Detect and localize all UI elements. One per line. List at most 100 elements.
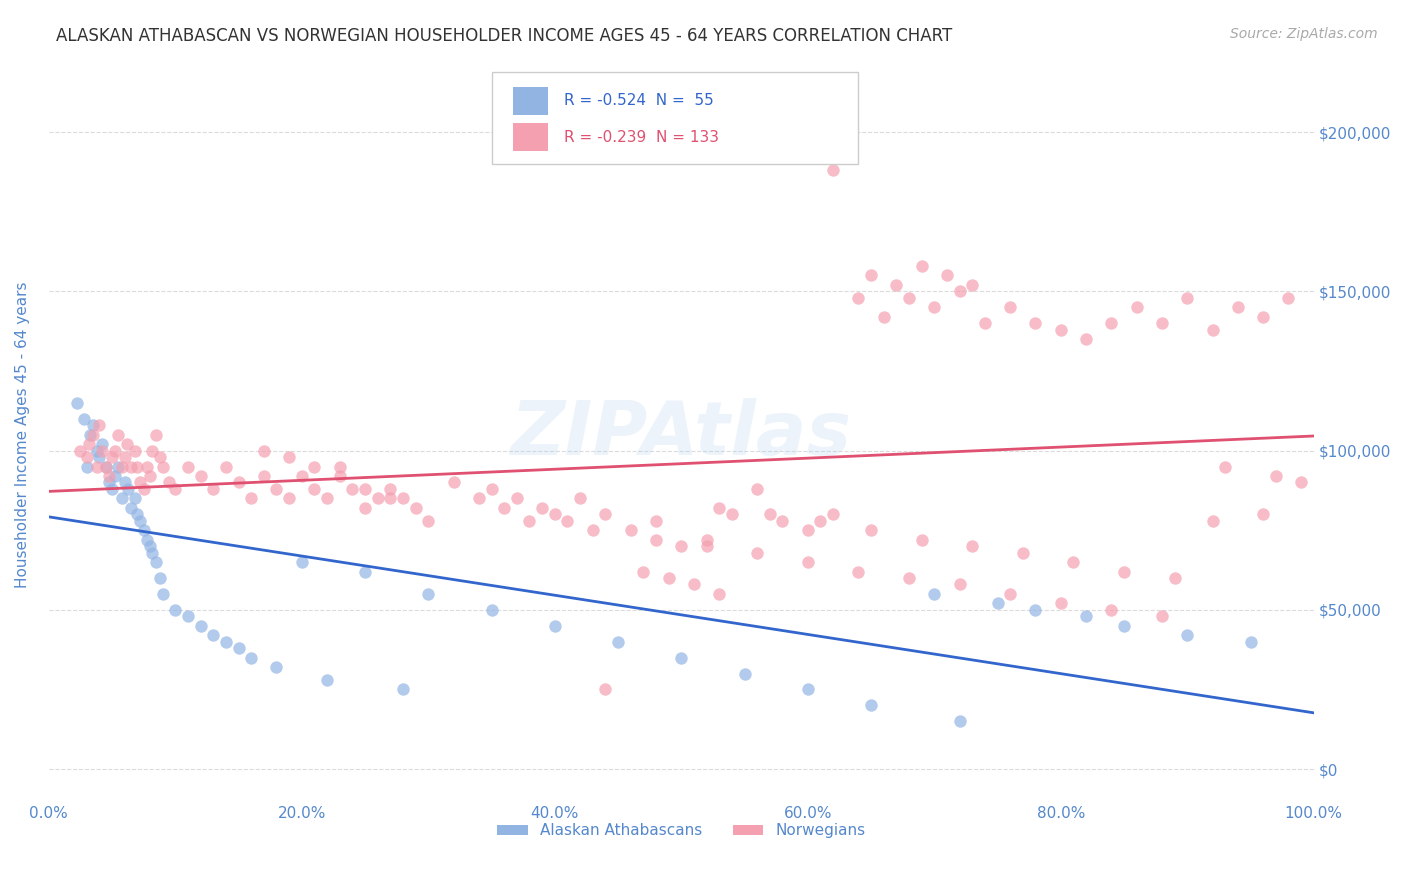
Point: [859, 698, 882, 713]
Point: [367, 491, 389, 506]
Point: [139, 539, 162, 553]
Point: [278, 450, 301, 464]
Point: [1049, 597, 1071, 611]
Point: [304, 459, 326, 474]
Point: [759, 508, 782, 522]
Text: R = -0.524  N =  55: R = -0.524 N = 55: [564, 94, 713, 108]
Point: [481, 603, 503, 617]
Text: ZIPAtlas: ZIPAtlas: [510, 398, 852, 471]
Point: [117, 482, 139, 496]
Point: [392, 682, 415, 697]
Point: [846, 565, 869, 579]
Point: [120, 459, 142, 474]
Point: [278, 491, 301, 506]
Point: [709, 587, 731, 601]
Text: Source: ZipAtlas.com: Source: ZipAtlas.com: [1230, 27, 1378, 41]
Point: [240, 491, 263, 506]
Point: [872, 310, 894, 324]
Point: [998, 301, 1021, 315]
Point: [266, 660, 288, 674]
Point: [215, 459, 238, 474]
Point: [772, 514, 794, 528]
Point: [165, 603, 187, 617]
Point: [557, 514, 579, 528]
Point: [128, 475, 150, 490]
Point: [859, 268, 882, 283]
Point: [721, 508, 744, 522]
Point: [316, 491, 339, 506]
Point: [948, 577, 970, 591]
Point: [124, 443, 146, 458]
Point: [935, 268, 957, 283]
Point: [94, 459, 117, 474]
Point: [846, 291, 869, 305]
Point: [165, 482, 187, 496]
Point: [1251, 310, 1274, 324]
Bar: [513, 123, 548, 152]
Point: [316, 673, 339, 687]
Point: [1163, 571, 1185, 585]
Point: [443, 475, 465, 490]
Point: [177, 459, 200, 474]
Point: [986, 597, 1008, 611]
Point: [1175, 291, 1198, 305]
Point: [94, 459, 117, 474]
Point: [620, 523, 643, 537]
Point: [1011, 545, 1033, 559]
Point: [1112, 565, 1135, 579]
Point: [329, 459, 352, 474]
Point: [747, 482, 769, 496]
Point: [253, 469, 276, 483]
Point: [115, 437, 138, 451]
Point: [948, 285, 970, 299]
Point: [1150, 609, 1173, 624]
Point: [145, 427, 167, 442]
Point: [152, 587, 174, 601]
Point: [481, 482, 503, 496]
Point: [1264, 469, 1286, 483]
Point: [696, 533, 718, 547]
Point: [228, 641, 250, 656]
Point: [1099, 316, 1122, 330]
Point: [1251, 508, 1274, 522]
Point: [544, 619, 567, 633]
Point: [519, 514, 541, 528]
Point: [103, 443, 125, 458]
Point: [69, 443, 91, 458]
Point: [228, 475, 250, 490]
Point: [1226, 301, 1249, 315]
Point: [1112, 619, 1135, 633]
Point: [190, 619, 212, 633]
Point: [215, 634, 238, 648]
Point: [101, 450, 124, 464]
Point: [569, 491, 592, 506]
Point: [202, 482, 225, 496]
Point: [253, 443, 276, 458]
Point: [544, 508, 567, 522]
Point: [884, 278, 907, 293]
Point: [65, 396, 87, 410]
Point: [79, 427, 101, 442]
Point: [734, 666, 756, 681]
Point: [304, 482, 326, 496]
Point: [354, 500, 377, 515]
Point: [132, 482, 155, 496]
Point: [177, 609, 200, 624]
Point: [645, 533, 668, 547]
Point: [747, 545, 769, 559]
Legend: Alaskan Athabascans, Norwegians: Alaskan Athabascans, Norwegians: [491, 817, 872, 845]
Point: [291, 469, 314, 483]
Point: [1099, 603, 1122, 617]
Point: [152, 459, 174, 474]
Point: [797, 682, 820, 697]
Point: [671, 539, 693, 553]
Point: [128, 514, 150, 528]
Point: [90, 437, 112, 451]
Point: [240, 650, 263, 665]
Point: [998, 587, 1021, 601]
Point: [973, 316, 995, 330]
Point: [127, 508, 149, 522]
Point: [354, 565, 377, 579]
Point: [157, 475, 180, 490]
Point: [89, 450, 111, 464]
